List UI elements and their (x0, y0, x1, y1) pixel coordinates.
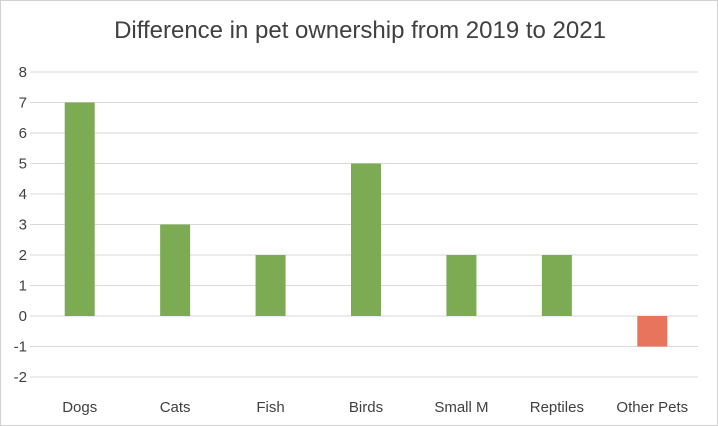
y-tick-label: 8 (19, 64, 27, 81)
x-category-label: Fish (256, 399, 284, 416)
bar-dogs (64, 102, 95, 316)
y-tick-label: 7 (19, 95, 27, 112)
y-tick-label: 0 (19, 308, 27, 325)
x-category-label: Other Pets (616, 399, 688, 416)
bar-small-m (446, 255, 477, 316)
bar-birds (351, 163, 381, 316)
y-tick-label: 5 (19, 156, 27, 173)
bar-other-pets (637, 316, 668, 347)
bar-reptiles (541, 255, 572, 316)
bar-fish (255, 255, 286, 316)
chart-title: Difference in pet ownership from 2019 to… (114, 17, 606, 44)
x-category-label: Small M (434, 399, 488, 416)
x-category-label: Birds (349, 399, 383, 416)
x-category-label: Reptiles (530, 399, 584, 416)
y-tick-label: 3 (19, 217, 27, 234)
bar-cats (160, 224, 191, 316)
bars (64, 102, 668, 347)
y-tick-label: 4 (19, 186, 27, 203)
y-tick-label: 6 (19, 125, 27, 142)
y-tick-label: 1 (19, 278, 27, 295)
y-tick-label: 2 (19, 247, 27, 264)
y-tick-label: -1 (14, 339, 27, 356)
x-category-label: Dogs (62, 399, 97, 416)
y-tick-label: -2 (14, 369, 27, 386)
x-axis-category-labels: Dogs Cats Fish Birds Small M Reptiles Ot… (62, 399, 688, 416)
y-axis-tick-labels: 8 7 6 5 4 3 2 1 0 -1 -2 (14, 64, 27, 386)
x-category-label: Cats (160, 399, 191, 416)
